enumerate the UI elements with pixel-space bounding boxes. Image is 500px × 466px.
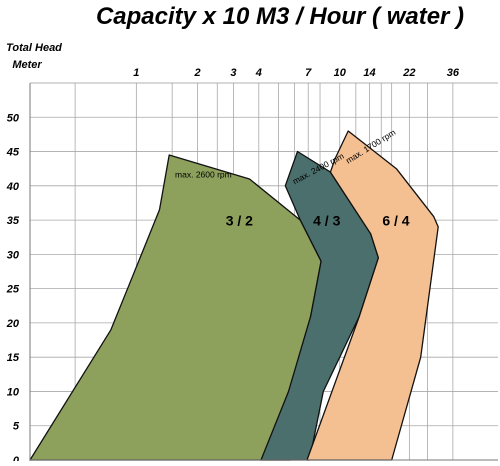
y-tick-label: 25 [6,284,20,296]
series-label-1: 3 / 2 [226,213,253,229]
x-tick-label: 10 [334,67,347,79]
y-tick-label: 30 [7,249,20,261]
x-tick-label: 7 [305,67,312,79]
x-tick-label: 4 [255,67,262,79]
x-tick-label: 1 [133,67,139,79]
x-tick-label: 22 [402,67,415,79]
x-tick-label: 3 [230,67,236,79]
y-tick-label: 35 [7,215,20,227]
y-tick-label: 15 [7,352,20,364]
series-label-2: 4 / 3 [313,213,340,229]
y-tick-label: 5 [13,421,20,433]
y-tick-label: 10 [7,386,20,398]
x-tick-label: 36 [447,67,460,79]
series-label-3: 6 / 4 [382,213,409,229]
y-axis-label-line-2: Meter [12,59,42,71]
chart-title: Capacity x 10 M3 / Hour ( water ) [96,3,464,30]
y-tick-label: 45 [6,147,20,159]
axis-layer: 0 5 10 15 20 25 30 35 40 45 50 1 2 3 4 7 10 14 22 36 [6,67,498,466]
y-tick-label: 0 [13,455,20,461]
x-tick-label: 2 [194,67,201,79]
series-annotation-1: max. 2600 rpm [175,170,232,180]
series-area-3 [306,130,439,461]
y-tick-label: 20 [6,318,20,330]
series-area-2 [260,150,380,461]
y-tick-label: 40 [6,181,20,193]
y-axis-label-line-1: Total Head [6,42,62,54]
series-layer [29,130,439,461]
y-tick-label: 50 [7,112,20,124]
series-area-1 [29,154,322,461]
x-tick-label: 14 [363,67,375,79]
